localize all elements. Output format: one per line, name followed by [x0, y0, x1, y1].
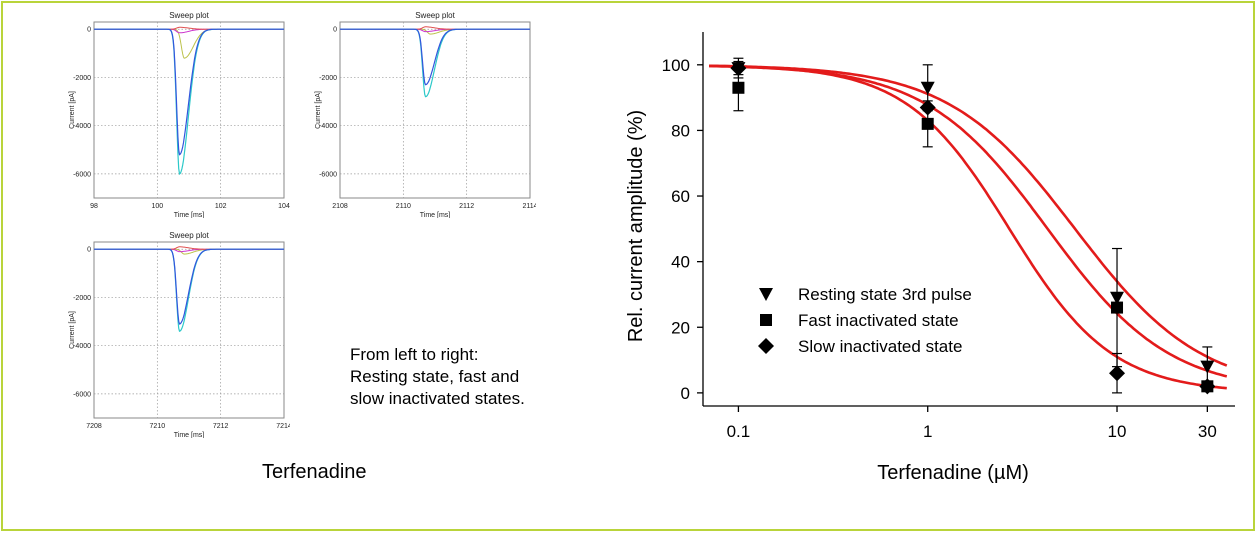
sweep-y-tick: 0: [333, 27, 337, 34]
legend-marker-square: [760, 314, 772, 326]
sweep-y-tick: -2000: [319, 75, 337, 82]
sweep-svg: Sweep plot 7208 7210 7212 7214 0 -2000 -4000 -60…: [69, 231, 290, 438]
sweep-x-tick: 7212: [213, 423, 229, 430]
sweep-trace: [340, 28, 530, 86]
sweep-plot-area: [93, 21, 285, 199]
sweep-x-tick: 100: [151, 203, 163, 210]
data-point-diamond: [1199, 378, 1216, 395]
sweep-y-tick: 0: [87, 247, 91, 254]
sweep-x-tick: 7210: [150, 423, 166, 430]
sweep-y-tick: 0: [87, 27, 91, 34]
caption-note: From left to right: Resting state, fast …: [350, 344, 525, 410]
y-tick-label: 20: [671, 318, 690, 337]
y-tick-label: 0: [681, 384, 690, 403]
sweep-x-tick: 98: [90, 203, 98, 210]
fit-curve: [709, 64, 1228, 367]
sweep-svg: Sweep plot 98 100 102 104 0 -2000 -4000 -6000 Tim…: [69, 11, 290, 218]
data-point-diamond: [730, 60, 747, 77]
x-axis-title: Terfenadine (µM): [877, 462, 1029, 484]
sweep-y-tick: -4000: [73, 343, 91, 350]
chart-svg: 0 20 40 60 80 100 0.1 1 10 30 Terfenadine (µM) Rel.…: [625, 32, 1235, 484]
sweep-y-tick: -4000: [319, 123, 337, 130]
data-point-diamond: [919, 99, 936, 116]
sweep-svg: Sweep plot 2108 2110 2112 2114 0 -2000 -4000 -60…: [315, 11, 536, 218]
legend-marker-triangle-down: [759, 288, 773, 301]
caption-line-3: slow inactivated states.: [350, 389, 525, 408]
sweep-x-tick: 2108: [332, 203, 348, 210]
sweep-plot-fast-inactivated: Sweep plot 2108 2110 2112 2114 0 -2000 -4000 -60…: [310, 8, 536, 218]
sweep-x-label: Time [ms]: [420, 212, 451, 218]
sweep-trace: [94, 248, 284, 325]
sweep-plot-slow-inactivated: Sweep plot 7208 7210 7212 7214 0 -2000 -4000 -60…: [64, 228, 290, 438]
fit-curve: [709, 64, 1227, 390]
sweep-x-tick: 2110: [396, 203, 411, 210]
data-point-triangle-down: [1200, 360, 1215, 374]
y-axis-title: Rel. current amplitude (%): [625, 110, 647, 342]
x-tick-label: 30: [1198, 422, 1217, 441]
sweep-x-label: Time [ms]: [174, 432, 205, 438]
sweep-x-tick: 7214: [276, 423, 290, 430]
y-tick-label: 80: [671, 121, 690, 140]
legend-marker-diamond: [758, 338, 774, 354]
sweep-y-tick: -6000: [319, 171, 337, 178]
sweep-title: Sweep plot: [415, 11, 455, 20]
y-tick-label: 60: [671, 187, 690, 206]
sweep-y-tick: -4000: [73, 123, 91, 130]
drug-caption: Terfenadine: [262, 461, 367, 483]
sweep-y-tick: -6000: [73, 391, 91, 398]
legend-label: Resting state 3rd pulse: [798, 285, 972, 304]
sweep-y-label: Current [pA]: [69, 91, 76, 129]
fit-curve: [709, 64, 1228, 378]
sweep-plot-area: [93, 241, 285, 419]
sweep-y-label: Current [pA]: [69, 311, 76, 349]
sweep-x-tick: 7208: [86, 423, 102, 430]
sweep-x-tick: 102: [215, 203, 227, 210]
data-point-square: [921, 117, 934, 130]
sweep-plot-resting: Sweep plot 98 100 102 104 0 -2000 -4000 -6000 Tim…: [64, 8, 290, 218]
x-tick-label: 0.1: [727, 422, 751, 441]
sweep-x-label: Time [ms]: [174, 212, 205, 218]
sweep-title: Sweep plot: [169, 11, 209, 20]
data-point-triangle-down: [920, 81, 935, 95]
dose-response-chart: 0 20 40 60 80 100 0.1 1 10 30 Terfenadine (µM) Rel.…: [600, 20, 1250, 505]
sweep-y-tick: -6000: [73, 171, 91, 178]
sweep-title: Sweep plot: [169, 231, 209, 240]
legend-label: Slow inactivated state: [798, 337, 962, 356]
sweep-trace: [94, 28, 284, 156]
y-tick-label: 100: [662, 56, 690, 75]
caption-line-2: Resting state, fast and: [350, 367, 520, 386]
y-tick-label: 40: [671, 253, 690, 272]
x-tick-label: 10: [1108, 422, 1127, 441]
sweep-x-tick: 2112: [459, 203, 474, 210]
data-point-diamond: [1109, 365, 1126, 382]
x-tick-label: 1: [923, 422, 932, 441]
sweep-plot-area: [339, 21, 531, 199]
legend-label: Fast inactivated state: [798, 311, 959, 330]
sweep-x-tick: 2114: [522, 203, 536, 210]
sweep-x-tick: 104: [278, 203, 290, 210]
sweep-y-label: Current [pA]: [315, 91, 322, 129]
sweep-y-tick: -2000: [73, 75, 91, 82]
sweep-y-tick: -2000: [73, 295, 91, 302]
caption-line-1: From left to right:: [350, 345, 479, 364]
data-point-square: [732, 81, 745, 94]
data-point-square: [1111, 301, 1124, 314]
